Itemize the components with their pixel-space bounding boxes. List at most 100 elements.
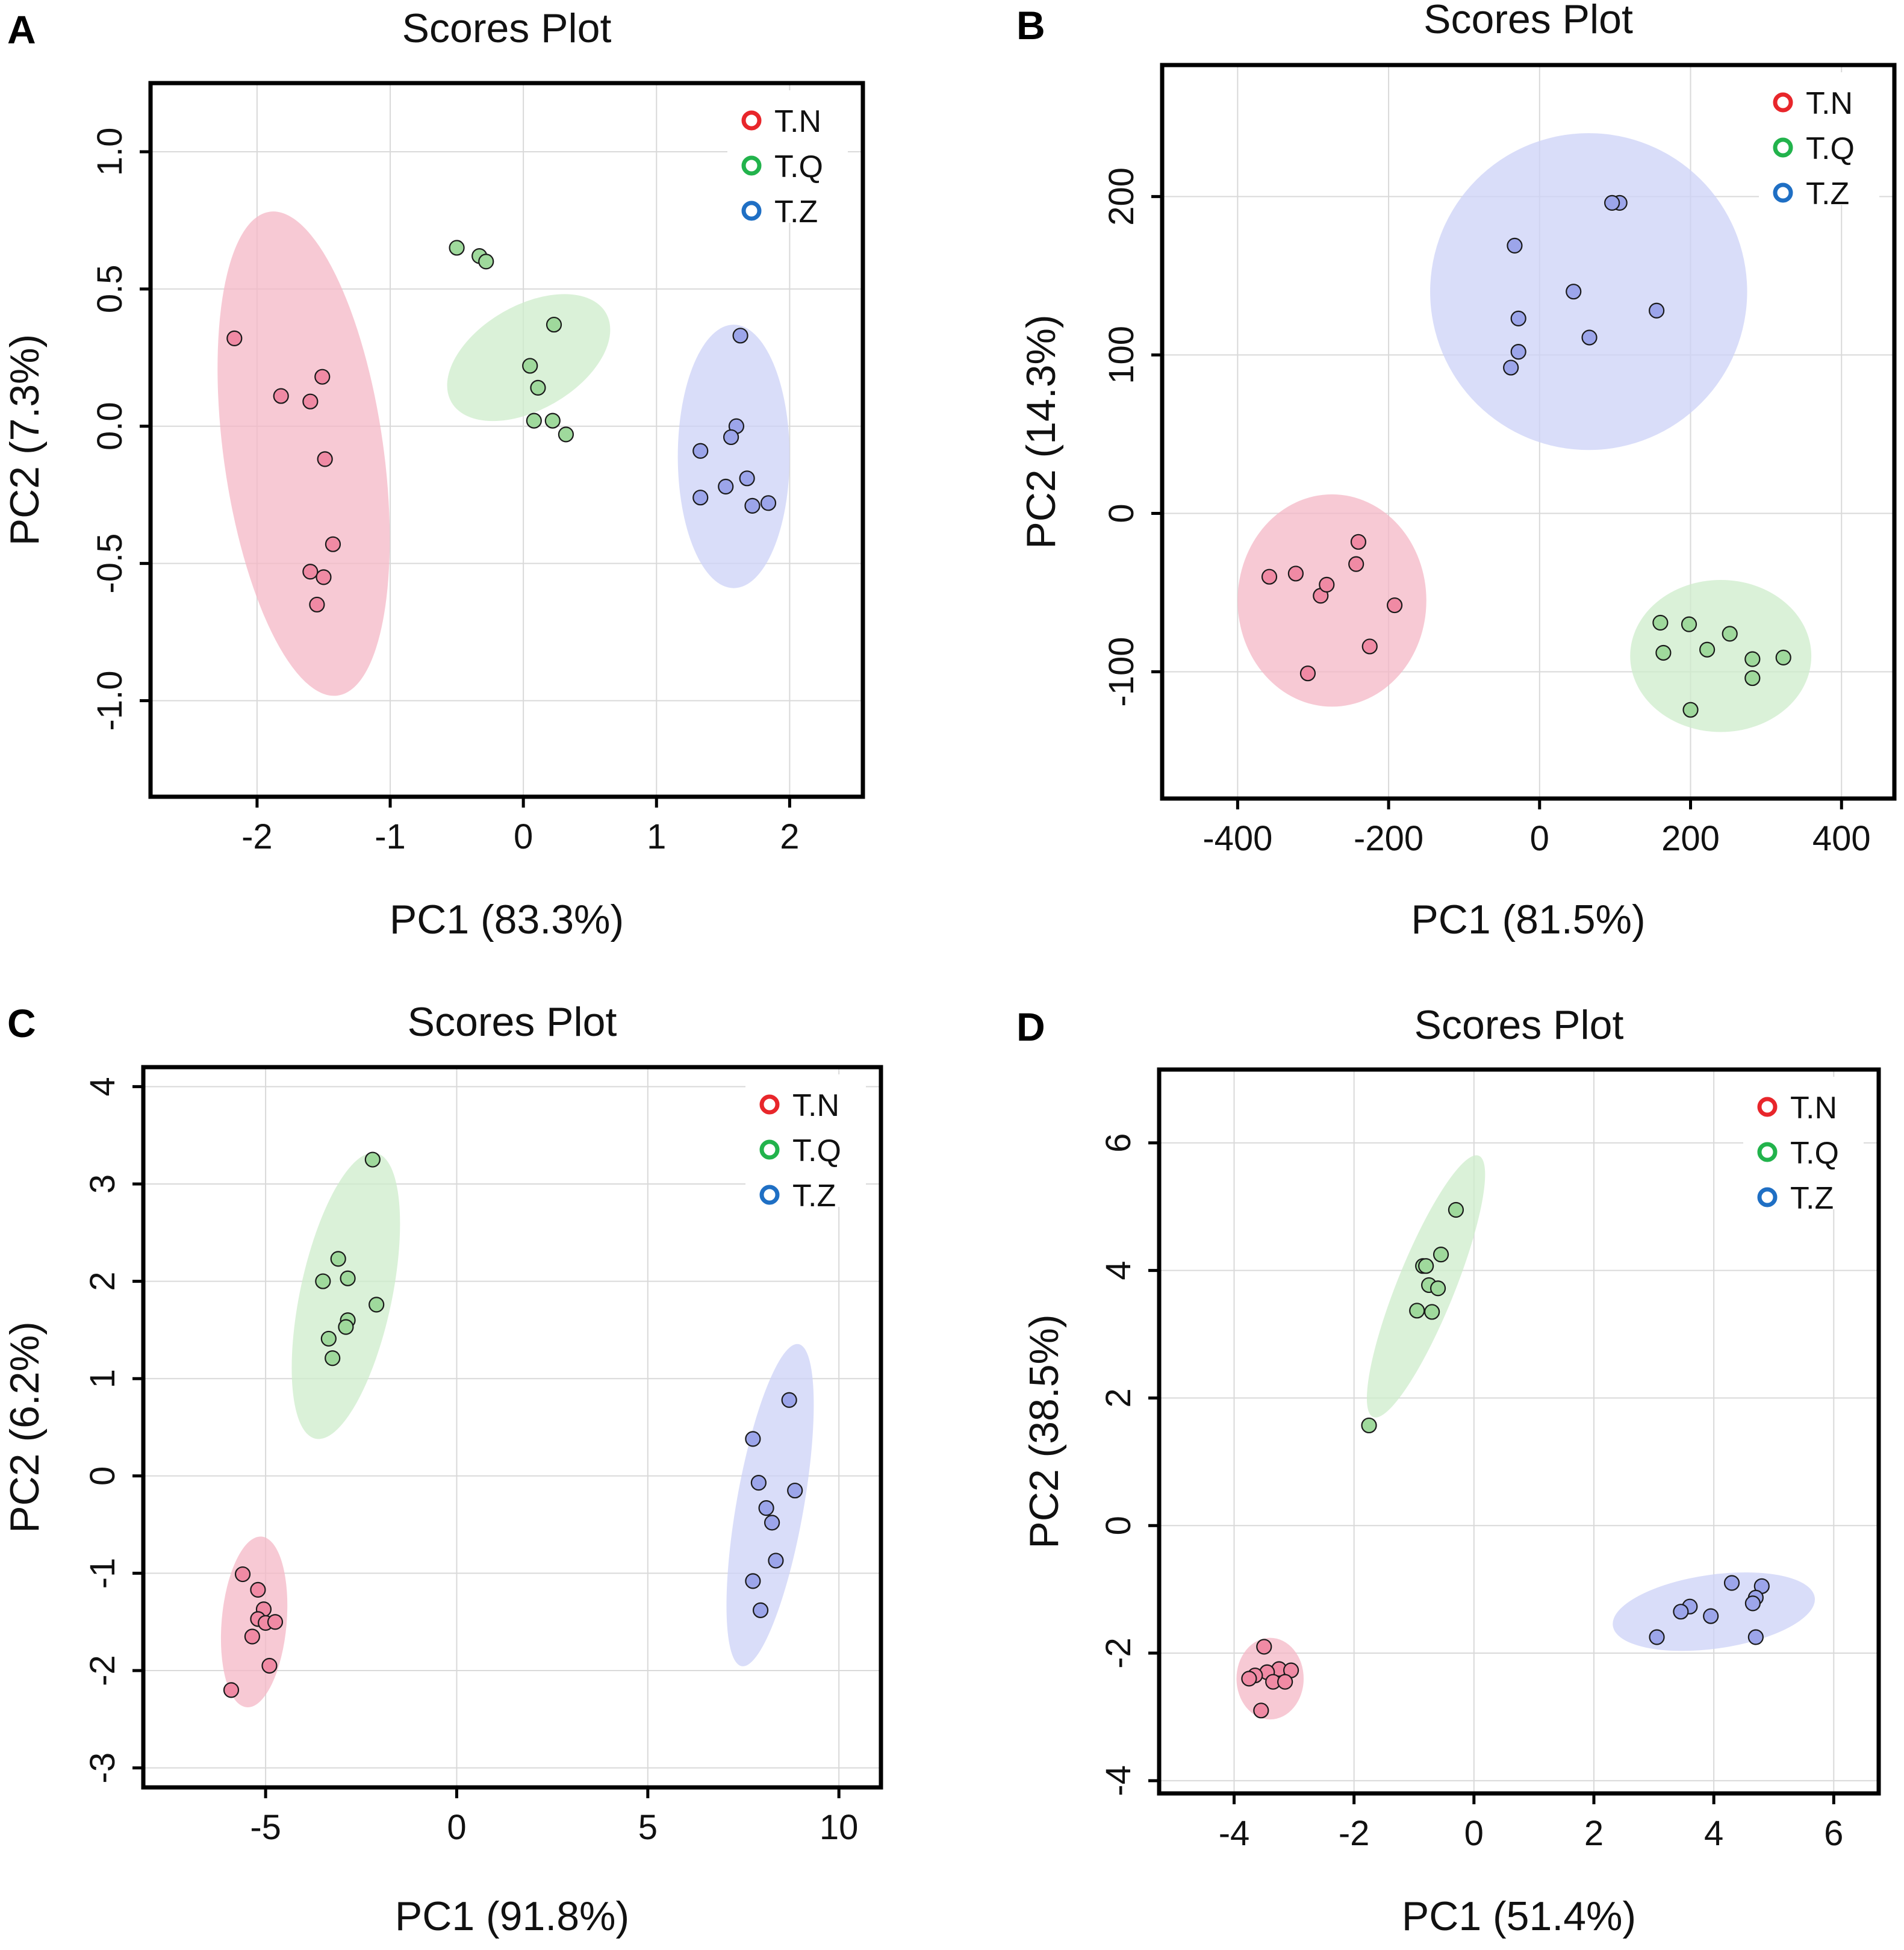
point-tn [1348,556,1364,572]
point-tq [320,1330,337,1347]
point-tq [340,1270,356,1286]
point-tn [316,569,332,585]
x-tick-label: 4 [1704,1814,1723,1853]
point-tq [1699,641,1716,658]
point-tn [317,451,333,467]
point-tn [223,1682,240,1698]
point-tz [1507,237,1523,254]
y-tick-label: 0.5 [90,265,129,314]
x-tick-label: -400 [1202,819,1272,858]
y-axis: 4 3 2 1 0 -1 -2 -3 [83,1077,143,1783]
legend: T.N T.Q T.Z [727,90,848,229]
point-tn [1361,638,1378,655]
legend: T.N T.Q T.Z [1759,72,1879,211]
point-tz [1649,1629,1665,1645]
x-axis-label: PC1 (91.8%) [395,1893,629,1939]
x-tick-label: -2 [241,817,273,856]
y-tick-label: 0 [83,1466,122,1486]
y-tick-label: -3 [83,1752,122,1784]
legend-label: T.Q [774,149,823,184]
point-tz [723,429,739,446]
y-tick-label: -2 [83,1655,122,1686]
point-tq [1424,1304,1440,1320]
point-tz [718,478,734,495]
x-axis: -400 -200 0 200 400 [1202,799,1871,858]
point-tq [558,426,574,443]
point-tq [1744,670,1761,687]
point-tz [787,1482,803,1499]
point-tq [1722,626,1738,642]
point-tz [1566,284,1582,300]
point-tn [1241,1671,1257,1687]
point-tn [1256,1639,1272,1655]
x-tick-label: 5 [638,1808,658,1847]
point-tz [1673,1604,1689,1620]
point-tn [325,536,341,552]
point-tq [364,1151,381,1168]
y-tick-label: 2 [1099,1388,1138,1407]
x-tick-label: 400 [1812,819,1871,858]
y-axis-label: PC2 (14.3%) [1018,314,1064,549]
point-tz [745,1573,761,1589]
y-axis: 200 100 0 -100 [1102,167,1162,707]
y-tick-label: 0 [1099,1516,1138,1535]
legend-marker-tz [1773,182,1793,203]
y-tick-label: 0 [1102,503,1141,523]
point-tz [764,1515,780,1531]
data-points [226,240,777,613]
x-axis: -4 -2 0 2 4 6 [1219,1793,1843,1853]
point-tn [1319,576,1335,593]
y-tick-label: 3 [83,1174,122,1194]
point-tq [1418,1258,1434,1274]
chart-title: Scores Plot [408,999,617,1045]
point-tn [226,330,243,346]
point-tn [314,369,331,385]
point-tq [1448,1201,1464,1218]
x-axis: -5 0 5 10 [250,1787,858,1847]
point-tq [526,413,542,429]
point-tq [1681,616,1697,632]
point-tz [758,1500,774,1516]
point-tq [1433,1247,1449,1263]
x-tick-label: 6 [1824,1814,1843,1853]
point-tn [309,596,325,613]
point-tz [1703,1608,1719,1624]
point-tz [745,1431,761,1447]
x-tick-label: -200 [1354,819,1423,858]
y-axis: 6 4 2 0 -2 -4 [1099,1133,1159,1796]
chart-title: Scores Plot [1414,1002,1624,1048]
x-tick-label: 200 [1661,819,1720,858]
legend: T.N T.Q T.Z [745,1074,866,1213]
x-tick-label: -1 [375,817,406,856]
x-tick-label: 0 [514,817,533,856]
y-axis: 1.0 0.5 0.0 -0.5 -1.0 [90,128,151,730]
point-tn [302,564,319,580]
confidence-ellipses [1236,1155,1815,1720]
panel-a: A Scores Plot -2 -1 0 1 2 1.0 0.5 0.0 -0.5 -1.0 PC1 … [2,5,865,942]
chart-title: Scores Plot [1423,0,1633,42]
y-tick-label: 4 [83,1077,122,1096]
legend-marker-tz [741,201,762,221]
data-points [1261,195,1791,718]
ellipse-tq [447,294,611,422]
point-tq [544,413,561,429]
legend-marker-tn [1773,92,1793,113]
point-tn [273,388,289,404]
y-tick-label: 4 [1099,1260,1138,1280]
plot-frame [141,1065,883,1790]
x-tick-label: 10 [820,1808,859,1847]
point-tq [522,358,538,374]
x-tick-label: 1 [647,817,666,856]
x-tick-label: 0 [1530,819,1549,858]
y-tick-label: 6 [1099,1133,1138,1153]
x-tick-label: 2 [1584,1814,1604,1853]
x-tick-label: 2 [780,817,799,856]
y-tick-label: -1 [83,1558,122,1589]
point-tq [1775,649,1791,665]
point-tz [1581,329,1598,346]
y-tick-label: -4 [1099,1765,1138,1796]
point-tq [449,240,465,256]
legend-label: T.Z [1790,1181,1834,1216]
x-tick-label: -2 [1339,1814,1370,1853]
